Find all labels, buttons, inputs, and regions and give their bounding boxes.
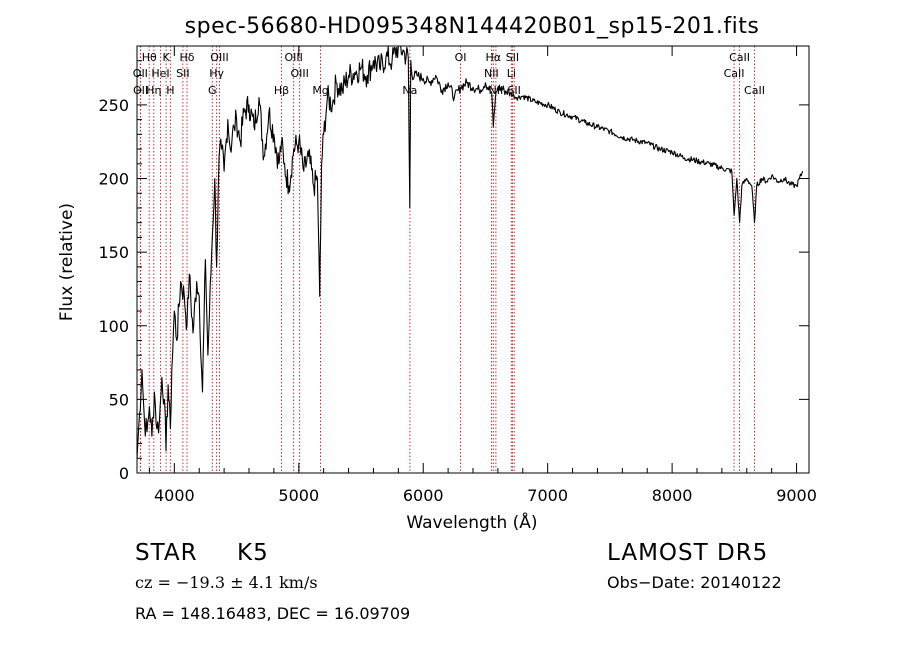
x-tick-label: 7000 bbox=[527, 486, 568, 505]
y-tick-label: 100 bbox=[98, 317, 129, 336]
spectral-line-label: K bbox=[163, 51, 171, 64]
spectral-line-label: Hγ bbox=[209, 67, 224, 80]
y-axis-label: Flux (relative) bbox=[57, 203, 77, 321]
x-tick-label: 8000 bbox=[652, 486, 693, 505]
spectral-line-label: Hη bbox=[146, 84, 161, 97]
spectral-line-label: Li bbox=[507, 67, 516, 80]
spectral-line-label: CaII bbox=[724, 67, 745, 80]
plot-frame bbox=[136, 45, 810, 474]
spectral-line-label: Hθ bbox=[142, 51, 157, 64]
y-tick-label: 0 bbox=[119, 464, 129, 483]
spectral-line-label: H bbox=[166, 84, 174, 97]
spectral-line-label: OIII bbox=[284, 51, 302, 64]
spectral-line-label: OI bbox=[455, 51, 467, 64]
spectral-line-label: Hβ bbox=[274, 84, 289, 97]
redshift-value: cz = −19.3 ± 4.1 km/s bbox=[135, 573, 318, 592]
x-tick-label: 6000 bbox=[403, 486, 444, 505]
x-axis: 4000 5000 6000 7000 8000 9000 bbox=[148, 46, 817, 505]
object-type: STAR bbox=[135, 540, 198, 566]
x-axis-label: Wavelength (Å) bbox=[406, 511, 537, 533]
y-tick-label: 200 bbox=[98, 170, 129, 189]
spectral-line-label: OII bbox=[133, 67, 148, 80]
spectral-line-label: OIII bbox=[210, 51, 228, 64]
spectral-line-label: CaII bbox=[744, 84, 765, 97]
spectral-line-label: Na bbox=[402, 84, 417, 97]
object-subclass: K5 bbox=[237, 540, 269, 566]
chart-title: spec-56680-HD095348N144420B01_sp15-201.f… bbox=[185, 14, 760, 39]
x-tick-label: 9000 bbox=[776, 486, 817, 505]
observation-date: Obs−Date: 20140122 bbox=[607, 573, 782, 592]
spectral-line-label: G bbox=[208, 84, 217, 97]
coordinates: RA = 148.16483, DEC = 16.09709 bbox=[135, 604, 411, 623]
spectral-line-label: CaII bbox=[729, 51, 750, 64]
spectral-line-label: SII bbox=[176, 67, 189, 80]
spectral-line-markers bbox=[139, 46, 755, 473]
x-tick-label: 5000 bbox=[278, 486, 319, 505]
survey-name: LAMOST DR5 bbox=[607, 540, 769, 566]
y-tick-label: 250 bbox=[98, 96, 129, 115]
spectral-line-label: HeI bbox=[151, 67, 169, 80]
y-tick-label: 150 bbox=[98, 243, 129, 262]
y-tick-label: 50 bbox=[109, 390, 129, 409]
spectral-line-label: SII bbox=[506, 51, 519, 64]
spectral-line-label: NII bbox=[484, 67, 499, 80]
y-axis: 0 50 100 150 200 250 bbox=[98, 60, 809, 483]
spectral-line-label: OIII bbox=[290, 67, 308, 80]
x-tick-label: 4000 bbox=[154, 486, 195, 505]
spectral-line-label: Hα bbox=[486, 51, 502, 64]
spectral-line-label: Hδ bbox=[180, 51, 195, 64]
spectrum-line bbox=[136, 45, 804, 459]
spectral-line-label: Mg bbox=[312, 84, 328, 97]
spectral-line-labels: Hθ K Hδ OIII OIII OI Hα SII CaII OII HeI SII Hγ OIII N… bbox=[133, 51, 765, 97]
